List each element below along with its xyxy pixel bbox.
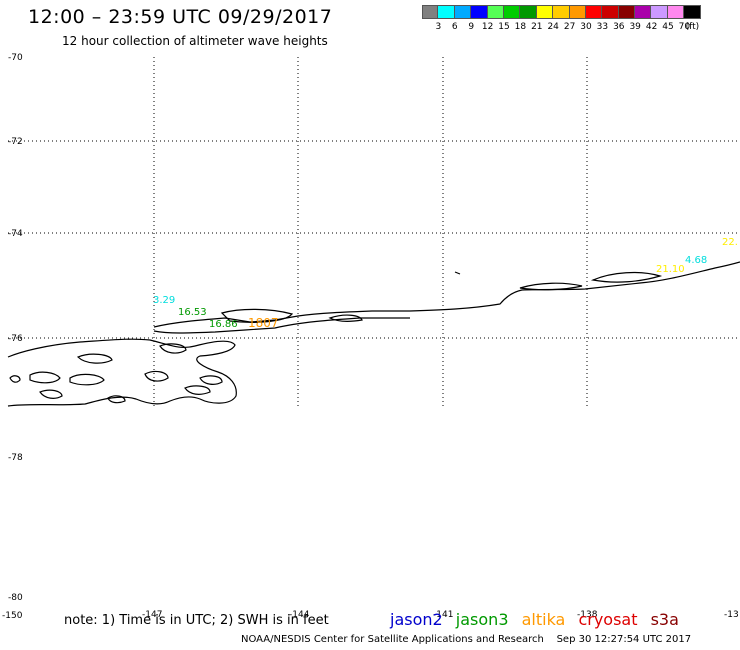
coastline xyxy=(7,261,740,407)
longitude-labels: -150 -147 -144 -141 -138 -13 xyxy=(2,610,739,621)
wave-height-color-scale xyxy=(422,5,701,19)
wave-label: 4.68 xyxy=(685,255,707,266)
satellite-legend: jason2 jason3 altika cryosat s3a xyxy=(390,610,687,629)
scale-label: 12 xyxy=(481,22,494,32)
color-swatch xyxy=(585,5,603,19)
satellite-jason3: jason3 xyxy=(455,610,509,629)
color-swatch xyxy=(553,5,570,19)
lat-label: -80 xyxy=(8,593,23,603)
color-swatch xyxy=(520,5,537,19)
color-swatch xyxy=(487,5,504,19)
island-a xyxy=(220,308,294,323)
coast-blob-6 xyxy=(107,395,126,404)
lon-label: -13 xyxy=(724,610,739,620)
scale-label: 33 xyxy=(596,22,609,32)
latitude-labels: -70 -72 -74 -76 -78 -80 xyxy=(8,53,23,603)
color-swatch xyxy=(569,5,586,19)
island-b xyxy=(519,282,583,291)
scale-label: 42 xyxy=(645,22,658,32)
color-swatch xyxy=(651,5,668,19)
coast-blob-5 xyxy=(199,375,223,385)
lon-label: -150 xyxy=(2,611,23,621)
map-subtitle: 12 hour collection of altimeter wave hei… xyxy=(62,34,328,48)
color-swatch xyxy=(438,5,455,19)
lat-label: -76 xyxy=(8,334,23,344)
color-swatch xyxy=(503,5,521,19)
timestamp: Sep 30 12:27:54 UTC 2017 xyxy=(556,634,692,645)
coast-blob-4 xyxy=(144,370,169,382)
lon-label: -147 xyxy=(142,610,162,620)
color-swatch xyxy=(684,5,701,19)
credit-line: NOAA/NESDIS Center for Satellite Applica… xyxy=(241,634,691,645)
island-e xyxy=(454,271,461,275)
scale-label: 6 xyxy=(451,22,458,32)
satellite-cryosat: cryosat xyxy=(578,610,638,629)
color-swatch xyxy=(618,5,636,19)
lat-label: -72 xyxy=(8,137,23,147)
satellite-altika: altika xyxy=(521,610,566,629)
wave-label: 3.29 xyxy=(153,295,175,306)
color-swatch xyxy=(667,5,685,19)
wave-label: 16.86 xyxy=(209,319,238,330)
island-d xyxy=(328,314,363,322)
scale-label: 24 xyxy=(547,22,559,32)
color-swatch xyxy=(602,5,619,19)
ice-shelf-edge xyxy=(153,261,740,328)
wave-height-labels: 3.29 16.53 16.86 1807 4.68 21.10 22. xyxy=(153,237,738,330)
color-swatch xyxy=(422,5,439,19)
map-gridlines xyxy=(8,57,740,408)
wave-label: 1807 xyxy=(248,316,279,330)
scale-label: 39 xyxy=(629,22,641,32)
credit-text: NOAA/NESDIS Center for Satellite Applica… xyxy=(241,634,544,645)
coast-blob-1 xyxy=(29,371,61,384)
island-c xyxy=(590,271,663,283)
color-swatch xyxy=(536,5,554,19)
scale-label: 21 xyxy=(531,22,543,32)
scale-label: 27 xyxy=(563,22,576,32)
color-swatch xyxy=(454,5,472,19)
wave-label: 16.53 xyxy=(178,307,207,318)
ice-shelf-lower xyxy=(153,317,410,334)
scale-label: 45 xyxy=(662,22,674,32)
scale-label: 70 xyxy=(678,22,691,32)
coast-blob-9 xyxy=(184,385,211,395)
scale-label: 15 xyxy=(498,22,510,32)
coast-blob-3 xyxy=(9,375,21,383)
scale-label: 30 xyxy=(580,22,592,32)
satellite-jason2: jason2 xyxy=(390,610,443,629)
scale-label: 36 xyxy=(613,22,625,32)
coast-blob-8 xyxy=(159,343,187,354)
wave-label: 22. xyxy=(722,237,738,248)
coast-west xyxy=(7,338,237,407)
satellite-s3a: s3a xyxy=(650,610,679,629)
color-swatch xyxy=(635,5,652,19)
coast-blob-10 xyxy=(76,353,113,364)
lat-label: -78 xyxy=(8,453,23,463)
lat-label: -70 xyxy=(8,53,23,63)
lon-label: -138 xyxy=(577,610,598,620)
coast-blob-7 xyxy=(39,389,63,399)
lon-label: -144 xyxy=(289,610,310,620)
map-title: 12:00 – 23:59 UTC 09/29/2017 xyxy=(28,6,333,28)
footnote: note: 1) Time is in UTC; 2) SWH is in fe… xyxy=(64,613,329,628)
scale-label: (ft) xyxy=(685,22,700,32)
wave-label: 21.10 xyxy=(656,264,685,275)
coast-blob-2 xyxy=(69,373,105,386)
color-swatch xyxy=(471,5,488,19)
scale-label: 3 xyxy=(435,22,442,32)
lon-label: -141 xyxy=(433,610,453,620)
scale-label: 18 xyxy=(514,22,527,32)
scale-label: 9 xyxy=(468,22,475,32)
lat-label: -74 xyxy=(8,229,23,239)
